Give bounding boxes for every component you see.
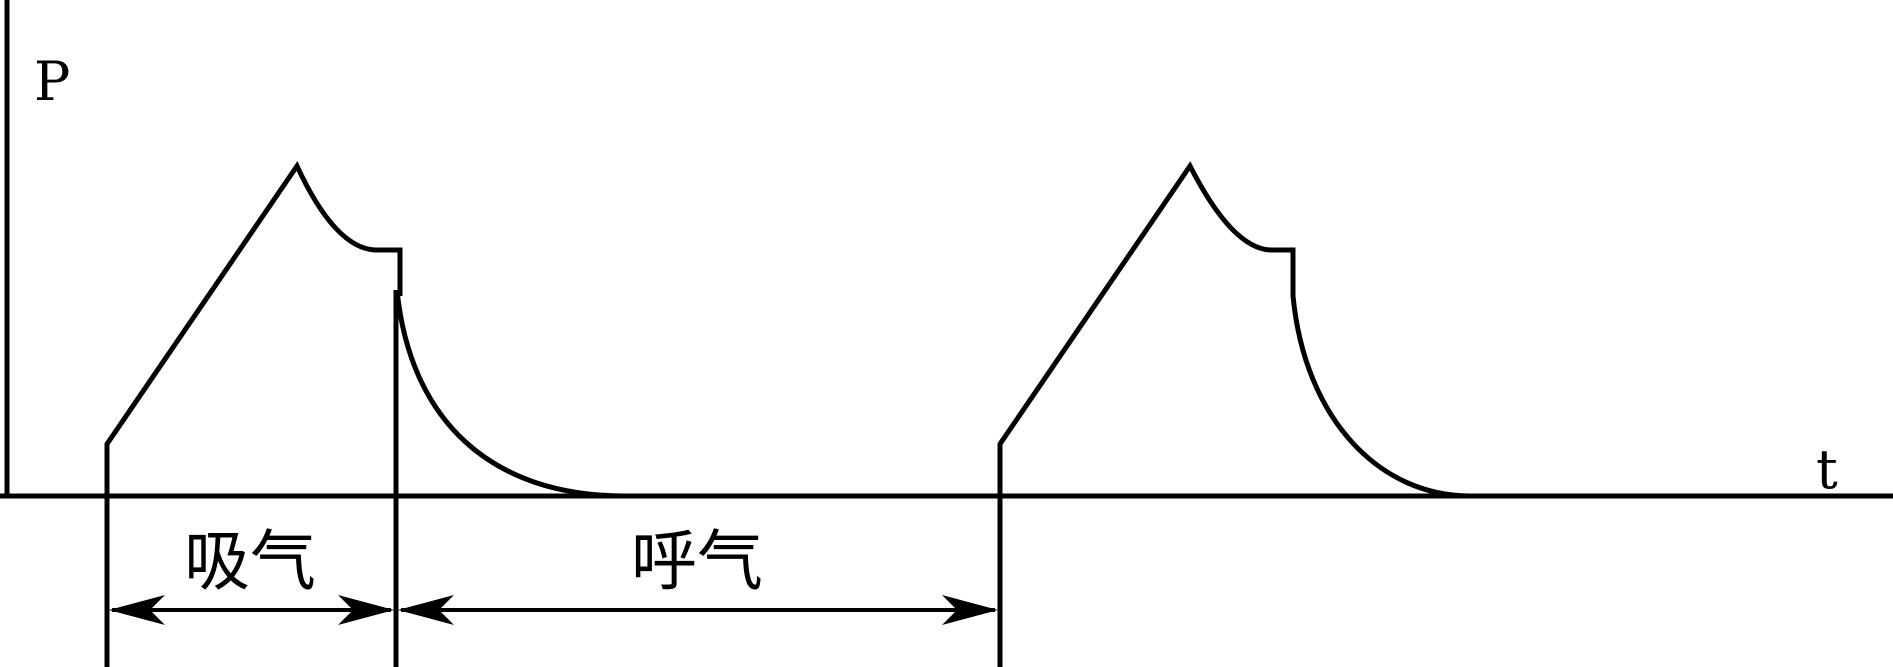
inspiration-arrow-right-head bbox=[338, 595, 394, 625]
inspiration-label: 吸气 bbox=[184, 523, 316, 600]
expiration-arrow-left-head bbox=[398, 595, 454, 625]
inspiration-arrow-left-head bbox=[109, 595, 165, 625]
expiration-label: 呼气 bbox=[631, 523, 763, 600]
x-axis-label: t bbox=[1816, 438, 1838, 501]
y-axis-label: P bbox=[34, 50, 70, 113]
expiration-arrow-right-head bbox=[942, 595, 998, 625]
pressure-waveform bbox=[104, 160, 1762, 499]
